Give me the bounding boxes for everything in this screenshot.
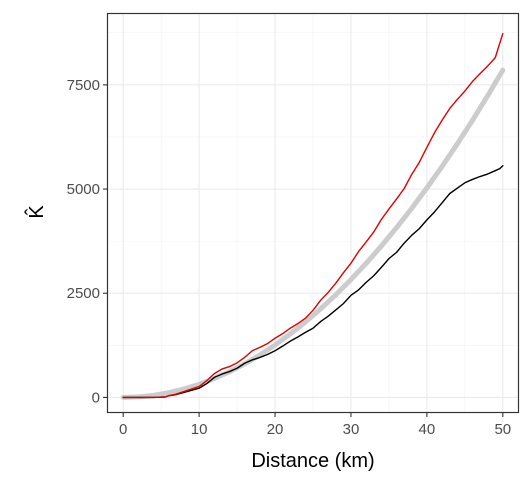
x-tick-label: 50 bbox=[494, 421, 511, 438]
y-axis: 0 2500 5000 7500 bbox=[67, 77, 108, 406]
panel-frame bbox=[106, 12, 520, 414]
series-layer bbox=[120, 32, 506, 400]
y-tick-label: 0 bbox=[92, 389, 100, 406]
x-axis: 0 10 20 30 40 50 bbox=[119, 412, 511, 438]
y-tick-label: 7500 bbox=[67, 77, 100, 94]
series-line-observed bbox=[122, 32, 504, 399]
x-tick-label: 40 bbox=[419, 421, 436, 438]
grid-minor bbox=[108, 14, 518, 412]
y-axis-title: K̂ bbox=[25, 205, 48, 219]
series-line-envelope bbox=[120, 67, 506, 400]
x-axis-title: Distance (km) bbox=[251, 450, 374, 472]
y-tick-label: 5000 bbox=[67, 181, 100, 198]
series-line-observed bbox=[122, 164, 504, 399]
x-tick-label: 20 bbox=[267, 421, 284, 438]
y-tick-label: 2500 bbox=[67, 285, 100, 302]
grid-major bbox=[108, 14, 518, 412]
x-tick-label: 10 bbox=[191, 421, 208, 438]
x-tick-label: 0 bbox=[119, 421, 127, 438]
x-tick-label: 30 bbox=[343, 421, 360, 438]
